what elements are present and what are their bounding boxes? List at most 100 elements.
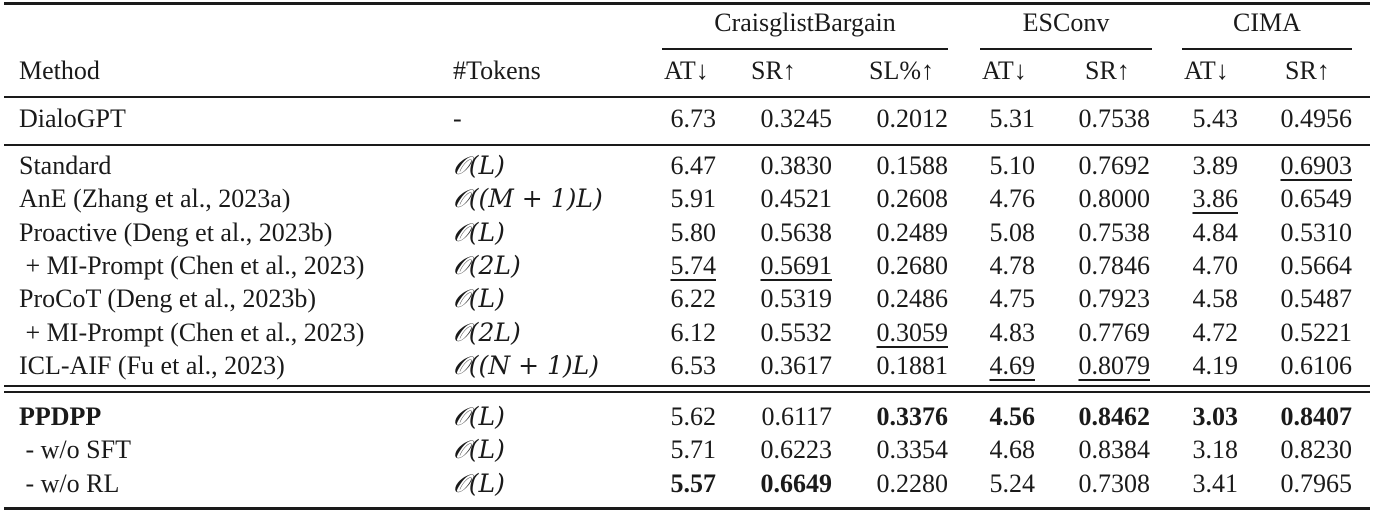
double-rule-top [4,385,1370,387]
row-value: 0.7965 [1242,469,1353,499]
value-text: 0.8407 [1280,402,1353,431]
column-header-esconv-at: AT↓ [982,56,1027,85]
value-text: 0.1588 [876,151,949,180]
row-value: 0.3059 [838,318,949,348]
row-value: 5.62 [606,402,717,432]
value-text: 0.5664 [1280,250,1353,280]
value-text: 0.8462 [1078,402,1151,431]
column-header-method: Method [19,56,100,85]
value-text: 3.86 [1192,184,1239,214]
value-text: 0.2489 [876,217,949,247]
double-rule-bottom [4,391,1370,393]
row-value: 0.2680 [838,250,949,281]
value-text: 0.6649 [760,468,833,498]
row-value: 0.5310 [1242,217,1353,248]
row-value: 3.03 [1128,402,1239,432]
row-value: 0.7923 [1040,284,1151,314]
row-tokens: 𝒪(L) [453,284,505,314]
row-value: 0.2280 [838,469,949,499]
row-method: - w/o RL [19,468,120,498]
value-text: 4.76 [989,184,1036,214]
row-value: 0.7769 [1040,318,1151,348]
row-value: 4.72 [1128,318,1239,348]
value-text: 6.12 [670,317,717,347]
value-text: 0.7846 [1078,250,1151,280]
row-tokens: 𝒪(2L) [453,317,521,347]
value-text: 4.58 [1192,284,1239,314]
row-method: - w/o SFT [19,435,131,465]
bottom-rule [4,507,1370,510]
value-text: 5.57 [670,468,717,498]
row-value: 0.6549 [1242,184,1353,214]
row-value: 5.91 [606,184,717,214]
row-value: 0.8230 [1242,435,1353,465]
value-text: 0.2608 [876,184,949,214]
top-rule [4,2,1370,5]
row-value: 0.8079 [1040,351,1151,381]
value-text: 0.8230 [1280,435,1353,465]
value-text: 0.3376 [876,402,949,431]
row-value: 4.68 [925,435,1036,465]
row-method: + MI-Prompt (Chen et al., 2023) [19,317,365,347]
value-text: 0.2680 [876,250,949,280]
row-value: 0.3245 [722,104,833,134]
value-text: 4.19 [1192,350,1239,380]
row-value: 0.5638 [722,217,833,248]
row-tokens: - [453,104,462,133]
value-text: 0.5532 [760,317,833,347]
value-text: 4.83 [989,317,1036,347]
row-value: 5.80 [606,218,717,248]
value-text: 3.18 [1192,435,1239,465]
value-text: 5.10 [989,151,1036,180]
row-value: 0.5664 [1242,250,1353,281]
row-value: 0.8384 [1040,435,1151,465]
row-tokens: 𝒪((M + 1)L) [453,184,603,214]
value-text: 3.03 [1192,402,1239,431]
value-text: 4.84 [1192,217,1239,247]
value-text: 6.22 [670,284,717,314]
value-text: 0.7538 [1078,217,1151,247]
value-text: 5.74 [670,250,717,280]
group-underline-esconv [980,48,1152,50]
row-value: 0.7538 [1040,104,1151,134]
value-text: 5.31 [989,104,1036,133]
value-text: 5.43 [1192,104,1239,133]
value-text: 3.89 [1192,151,1239,180]
row-value: 0.6106 [1242,351,1353,381]
row-value: 0.8462 [1040,402,1151,432]
row-value: 3.86 [1128,184,1239,214]
column-header-cima-at: AT↓ [1184,56,1229,85]
value-text: 5.71 [670,435,717,465]
row-value: 6.53 [606,351,717,381]
value-text: 0.5638 [760,217,833,247]
value-text: 0.5310 [1280,217,1353,247]
row-value: 3.89 [1128,151,1239,181]
value-text: 5.62 [670,402,717,431]
row-value: 0.5691 [722,251,833,281]
value-text: 0.5221 [1280,317,1353,347]
row-value: 4.84 [1128,217,1239,248]
value-text: 0.5487 [1280,284,1353,314]
row-value: 5.43 [1128,104,1239,134]
value-text: 5.24 [989,468,1036,498]
value-text: 0.3830 [760,151,833,180]
row-value: 0.8407 [1242,402,1353,432]
value-text: 0.2012 [876,104,949,133]
row-value: 4.58 [1128,284,1239,314]
value-text: 0.6117 [761,402,832,431]
row-value: 4.56 [925,402,1036,432]
row-value: 0.6117 [722,402,832,432]
row-value: 6.47 [606,151,717,181]
group-underline-cima [1182,48,1352,50]
value-text: 0.7692 [1078,151,1151,180]
value-text: 0.6903 [1280,151,1353,180]
column-header-cb-at: AT↓ [664,56,709,85]
row-method: ProCoT (Deng et al., 2023b) [19,284,317,314]
header-rule [4,96,1370,98]
value-text: 0.8384 [1078,435,1151,465]
row-tokens: 𝒪(L) [453,151,505,180]
row-value: 0.5532 [722,317,833,348]
row-method: DialoGPT [19,104,126,133]
row-value: 4.78 [925,251,1036,281]
row-value: 0.5319 [722,284,833,314]
